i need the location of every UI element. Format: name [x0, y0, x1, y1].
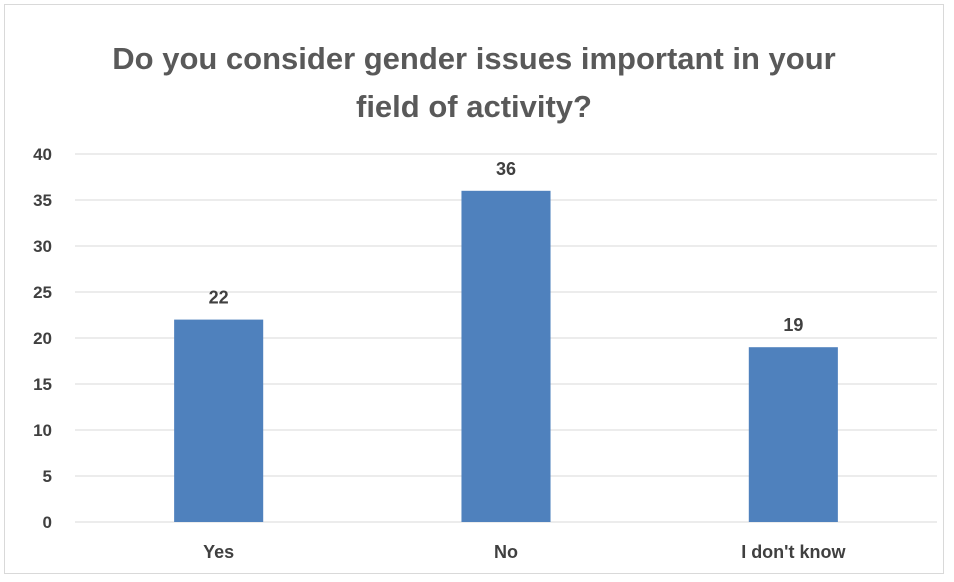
y-tick-label-10: 10 — [33, 421, 52, 440]
bar-i-don-t-know — [748, 347, 838, 522]
chart-title: Do you consider gender issues important … — [5, 35, 943, 131]
y-tick-label-0: 0 — [43, 513, 52, 532]
y-tick-label-25: 25 — [33, 283, 52, 302]
chart-title-line-2: field of activity? — [356, 89, 592, 124]
y-tick-label-15: 15 — [33, 375, 52, 394]
y-tick-label-30: 30 — [33, 237, 52, 256]
data-label-no: 36 — [496, 159, 516, 179]
chart-container: Do you consider gender issues important … — [4, 4, 944, 574]
y-tick-label-5: 5 — [43, 467, 52, 486]
bar-yes — [174, 319, 264, 522]
x-tick-label-no: No — [494, 542, 518, 562]
y-tick-label-40: 40 — [33, 145, 52, 164]
bar-no — [461, 190, 551, 523]
data-label-i-don-t-know: 19 — [783, 315, 803, 335]
y-tick-label-20: 20 — [33, 329, 52, 348]
bar-chart-plot: 0 5 10 15 20 25 30 35 40 22 Yes 36 No 19 I don't know — [33, 145, 937, 562]
data-label-yes: 22 — [209, 288, 229, 308]
chart-title-line-1: Do you consider gender issues important … — [112, 41, 836, 76]
x-tick-label-yes: Yes — [203, 542, 234, 562]
y-tick-label-35: 35 — [33, 191, 52, 210]
x-tick-label-i-don-t-know: I don't know — [741, 542, 846, 562]
